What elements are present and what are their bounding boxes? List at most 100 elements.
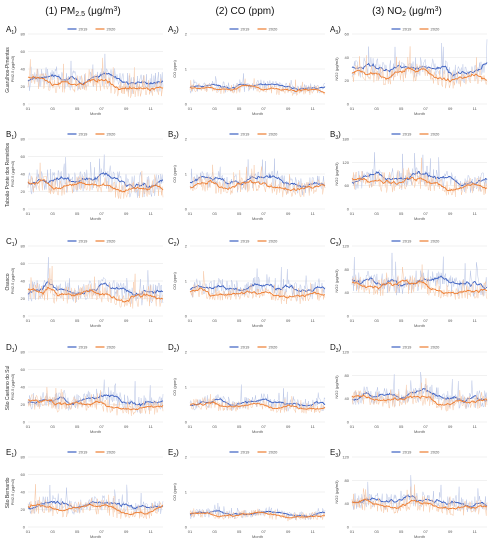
y-tick-label: 1 <box>185 67 188 72</box>
panel-label-B2: B2) <box>168 130 179 141</box>
y-tick-label: 60 <box>21 154 26 159</box>
x-tick-label: 11 <box>311 106 316 111</box>
y-axis-label: NO2 (μg/m3) <box>334 480 339 504</box>
x-tick-label: 03 <box>50 211 55 216</box>
x-tick-label: 05 <box>75 318 80 323</box>
x-tick-label: 01 <box>188 424 193 429</box>
legend-label-2020: 2020 <box>431 239 441 244</box>
x-axis-label: Month <box>414 323 425 328</box>
series-raw-2020 <box>189 508 326 523</box>
x-tick-label: 05 <box>399 424 404 429</box>
panel-label-E1: E1) <box>6 448 17 459</box>
legend-label-2020: 2020 <box>269 27 279 32</box>
y-tick-label: 40 <box>21 67 26 72</box>
series-line-2020 <box>351 176 488 192</box>
x-tick-label: 03 <box>212 211 217 216</box>
row-station-label-2: Taboão Ponte dos Remédios <box>5 142 11 207</box>
x-tick-label: 09 <box>124 211 129 216</box>
x-tick-label: 09 <box>448 106 453 111</box>
series-raw-2020 <box>189 271 326 305</box>
x-tick-label: 11 <box>311 424 316 429</box>
legend-label-2020: 2020 <box>431 132 441 137</box>
series-line-2019 <box>351 275 488 289</box>
y-tick-label: 40 <box>21 279 26 284</box>
x-tick-label: 07 <box>261 424 266 429</box>
x-tick-label: 11 <box>311 211 316 216</box>
x-tick-label: 05 <box>75 424 80 429</box>
x-tick-label: 07 <box>261 211 266 216</box>
y-tick-label: 60 <box>21 367 26 372</box>
series-raw-2020 <box>351 46 488 89</box>
x-tick-label: 01 <box>350 211 355 216</box>
panel-label-D3: D3) <box>330 343 342 354</box>
y-tick-label: 80 <box>345 478 350 483</box>
x-tick-label: 01 <box>350 424 355 429</box>
x-tick-label: 11 <box>149 318 154 323</box>
legend-label-2020: 2020 <box>107 27 117 32</box>
y-tick-label: 60 <box>21 472 26 477</box>
x-tick-label: 07 <box>261 318 266 323</box>
panel-label-A1: A1) <box>6 25 17 36</box>
x-tick-label: 05 <box>75 211 80 216</box>
y-tick-label: 0 <box>23 207 26 212</box>
x-tick-label: 07 <box>99 318 104 323</box>
legend-label-2020: 2020 <box>431 345 441 350</box>
legend-label-2019: 2019 <box>241 450 251 455</box>
x-tick-label: 09 <box>124 424 129 429</box>
series-line-2019 <box>351 387 488 404</box>
panel-label-D1: D1) <box>6 343 18 354</box>
y-tick-label: 2 <box>185 32 188 37</box>
y-tick-label: 0 <box>23 314 26 319</box>
legend-label-2020: 2020 <box>107 239 117 244</box>
y-tick-label: 20 <box>21 507 26 512</box>
y-tick-label: 0 <box>23 102 26 107</box>
legend-label-2020: 2020 <box>431 450 441 455</box>
x-tick-label: 07 <box>99 424 104 429</box>
x-tick-label: 11 <box>473 106 478 111</box>
y-tick-label: 0 <box>23 420 26 425</box>
series-line-2020 <box>351 279 488 295</box>
x-tick-label: 09 <box>448 211 453 216</box>
series-line-2020 <box>351 67 488 83</box>
series-line-2020 <box>351 498 488 510</box>
series-line-2020 <box>351 394 488 406</box>
series-line-2020 <box>27 286 164 303</box>
series-raw-2019 <box>189 73 326 95</box>
x-tick-label: 05 <box>75 106 80 111</box>
y-axis-label: PM2.5 (μg/m3) <box>10 478 15 505</box>
x-tick-label: 01 <box>188 318 193 323</box>
y-tick-label: 1 <box>185 490 188 495</box>
y-tick-label: 0 <box>185 102 188 107</box>
series-line-2020 <box>189 84 326 94</box>
y-tick-label: 20 <box>21 84 26 89</box>
x-tick-label: 09 <box>124 529 129 534</box>
y-tick-label: 0 <box>185 207 188 212</box>
y-axis-label: CO (ppm) <box>172 60 177 78</box>
x-axis-label: Month <box>414 534 425 539</box>
x-tick-label: 07 <box>423 529 428 534</box>
legend-label-2019: 2019 <box>241 239 251 244</box>
series-line-2019 <box>351 495 488 509</box>
x-axis-label: Month <box>90 429 101 434</box>
y-axis-label: NO2 (μg/m3) <box>334 375 339 399</box>
x-tick-label: 03 <box>212 318 217 323</box>
y-axis-label: PM2.5 (μg/m3) <box>10 55 15 82</box>
x-tick-label: 07 <box>261 529 266 534</box>
x-tick-label: 01 <box>188 211 193 216</box>
y-tick-label: 40 <box>21 385 26 390</box>
x-axis-label: Month <box>90 111 101 116</box>
x-tick-label: 09 <box>448 318 453 323</box>
series-raw-2020 <box>189 164 326 198</box>
x-tick-label: 09 <box>286 211 291 216</box>
panel-D3: D3) 2019 2020 0 40 80 120 NO2 (μg/m3) 01 03 05 07 09… <box>330 343 488 434</box>
y-axis-label: NO2 (μg/m3) <box>334 57 339 81</box>
panel-C1: C1) 2019 2020 0 20 40 60 80 PM2.5 (μg/m3) 01 03 05 0… <box>6 237 164 328</box>
x-tick-label: 07 <box>99 106 104 111</box>
x-tick-label: 11 <box>311 318 316 323</box>
y-tick-label: 120 <box>342 350 349 355</box>
x-tick-label: 05 <box>237 211 242 216</box>
legend-label-2020: 2020 <box>107 345 117 350</box>
x-tick-label: 01 <box>188 529 193 534</box>
panel-label-C1: C1) <box>6 237 18 248</box>
